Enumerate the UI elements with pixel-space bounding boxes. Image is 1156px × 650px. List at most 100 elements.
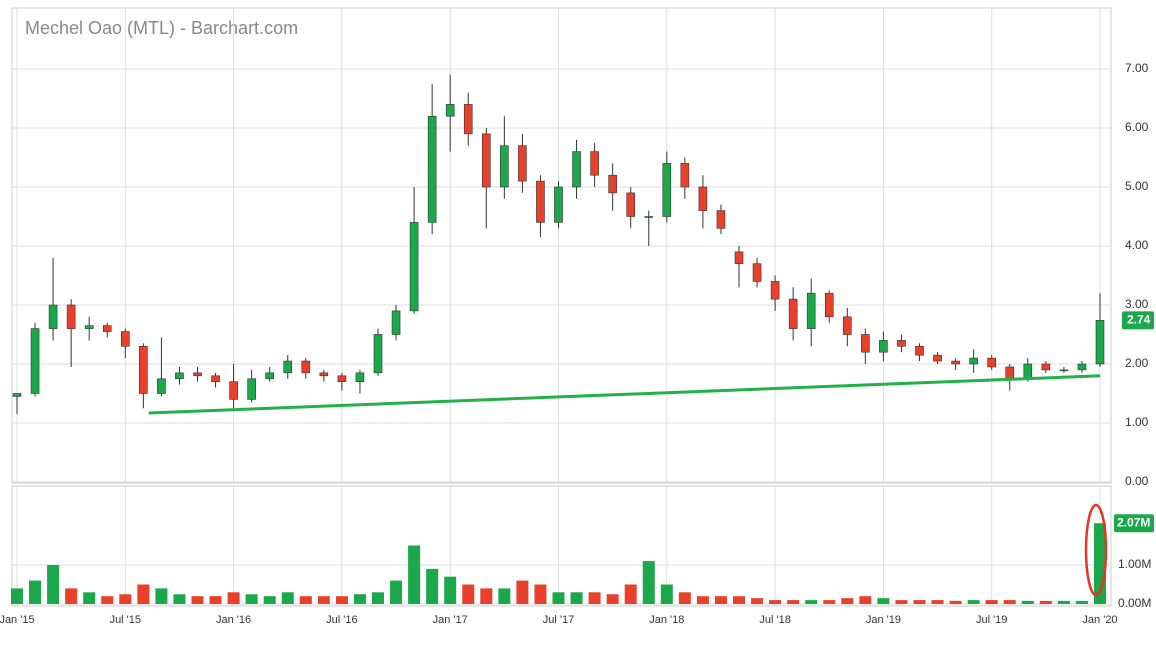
volume-bar (119, 594, 132, 604)
candle-body (12, 393, 22, 397)
volume-bar (733, 596, 745, 604)
candle-body (590, 151, 599, 176)
highlight-ellipse (1084, 503, 1108, 597)
volume-bar (227, 592, 240, 604)
volume-bar (173, 594, 186, 604)
candle-body (445, 104, 455, 117)
candle-body (139, 345, 148, 394)
candle-body (806, 292, 816, 329)
volume-bar (1057, 600, 1070, 604)
volume-bar (281, 592, 294, 604)
candle-body (481, 133, 491, 188)
volume-bar (480, 588, 493, 604)
volume-bar (353, 594, 366, 604)
volume-bar (606, 594, 619, 604)
volume-bar (11, 588, 23, 604)
candle-body (463, 104, 473, 135)
candle-body (861, 334, 870, 353)
volume-bar (967, 600, 980, 604)
volume-bar (83, 592, 96, 604)
x-tick-label: Jan '15 (0, 614, 35, 626)
candle-body (879, 340, 888, 353)
x-tick-label: Jan '18 (649, 614, 684, 626)
x-tick-label: Jul '19 (976, 614, 1007, 626)
candle-body (1041, 363, 1051, 371)
volume-bar (444, 576, 457, 604)
volume-bar (372, 592, 384, 604)
volume-bar (498, 588, 511, 604)
candle-body (915, 345, 924, 356)
candle-body (698, 186, 708, 211)
y-tick-label: 1.00 (1125, 415, 1149, 429)
candle-body (536, 180, 545, 223)
y-tick-label: 3.00 (1125, 297, 1149, 311)
candle-body (987, 357, 997, 368)
volume-bar (895, 600, 908, 604)
volume-bar (1021, 600, 1034, 604)
candle-body (752, 263, 762, 282)
candle-body (788, 298, 798, 329)
volume-bar (678, 592, 691, 604)
y-tick-label: 5.00 (1125, 179, 1149, 193)
x-tick-label: Jul '17 (543, 614, 574, 626)
candle-body (121, 331, 130, 347)
volume-bar (696, 596, 709, 604)
candle-body (30, 328, 40, 394)
candle-body (283, 360, 293, 374)
volume-bar (245, 594, 258, 604)
candle-body (211, 375, 220, 382)
volume-bar (263, 596, 276, 604)
last-volume-label: 2.07M (1117, 515, 1150, 529)
trendline (148, 374, 1101, 415)
volume-bar (841, 598, 854, 604)
volume-bar (859, 596, 872, 604)
candle-body (626, 192, 636, 217)
volume-bar (335, 596, 348, 604)
x-tick-label: Jul '18 (759, 614, 790, 626)
candle-body (951, 360, 960, 365)
candle-body (1023, 363, 1033, 380)
y-tick-label: 7.00 (1125, 61, 1149, 75)
candle-body (662, 163, 672, 217)
volume-bar (751, 598, 764, 604)
y-tick-label: 0.00 (1125, 474, 1149, 488)
candle-body (373, 334, 383, 374)
candle-body (554, 186, 563, 223)
candle-body (265, 372, 275, 380)
candle-body (644, 216, 654, 218)
y2-tick-label: 1.00M (1118, 557, 1151, 571)
candle-body (48, 304, 58, 329)
last-price-box (1122, 311, 1154, 330)
candle-body (66, 304, 76, 329)
candle-body (355, 372, 365, 383)
candle-body (229, 381, 238, 400)
volume-bar (137, 584, 150, 604)
candle-body (427, 115, 437, 223)
x-tick-label: Jul '16 (326, 614, 357, 626)
volume-bar (209, 596, 222, 604)
volume-bar (787, 600, 800, 604)
y-tick-label: 2.00 (1125, 356, 1149, 370)
volume-bar (570, 592, 583, 604)
candle-body (969, 357, 978, 365)
volume-bar (1039, 600, 1052, 604)
volume-bar (462, 584, 475, 604)
candle-body (193, 372, 202, 377)
volume-bar (191, 596, 204, 604)
volume-bar (714, 596, 727, 604)
volume-bar (101, 596, 114, 604)
candle-body (337, 375, 347, 382)
volume-bar (65, 588, 78, 604)
chart-title: Mechel Oao (MTL) - Barchart.com (25, 18, 298, 38)
candle-body (1005, 366, 1015, 380)
last-price-label: 2.74 (1127, 313, 1151, 327)
volume-bar (426, 568, 439, 604)
volume-bar (390, 580, 403, 604)
candle-body (716, 210, 726, 229)
candle-body (518, 145, 527, 182)
candle-body (500, 145, 509, 188)
volume-bar (1075, 600, 1088, 604)
candle-body (572, 151, 581, 188)
candle-body (102, 325, 112, 332)
candle-body (608, 174, 617, 194)
